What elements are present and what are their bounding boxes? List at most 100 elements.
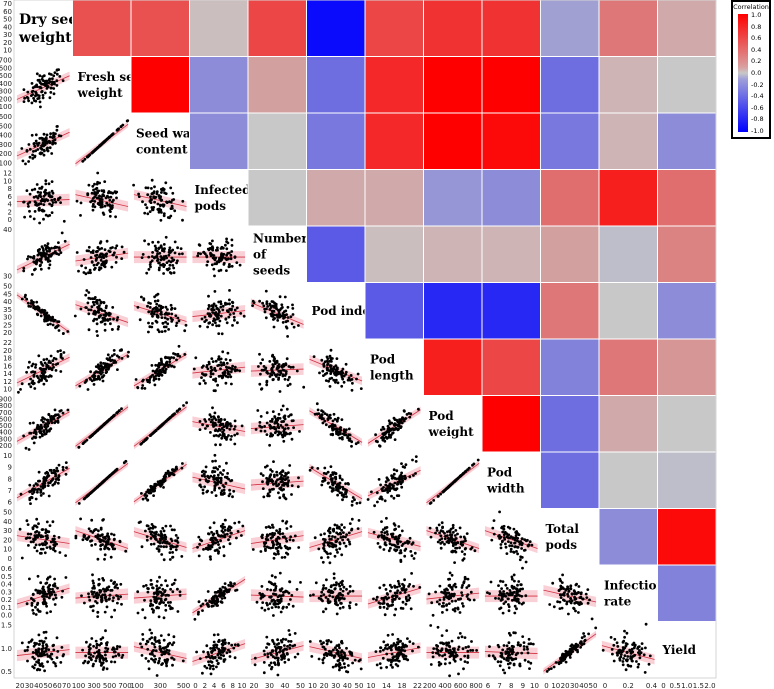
data-point — [208, 413, 212, 417]
data-point — [282, 494, 285, 498]
data-point — [387, 426, 391, 430]
data-point — [333, 554, 337, 558]
data-point — [162, 486, 165, 489]
matrix-cell-1-4 — [248, 56, 307, 113]
data-point — [221, 350, 225, 354]
data-point — [164, 594, 168, 597]
data-point — [54, 474, 57, 478]
data-point — [218, 590, 221, 593]
data-point — [89, 256, 93, 259]
matrix-cell-2-5 — [306, 113, 365, 170]
data-point — [127, 350, 130, 354]
data-point — [44, 257, 48, 261]
data-point — [338, 547, 342, 551]
data-point — [399, 482, 403, 486]
data-point — [261, 474, 265, 477]
data-point — [48, 249, 51, 253]
data-point — [32, 421, 35, 425]
data-point — [275, 484, 278, 488]
data-point — [266, 482, 270, 486]
data-point — [341, 377, 345, 381]
data-point — [346, 435, 350, 438]
data-point — [171, 556, 174, 559]
data-point — [169, 587, 173, 591]
data-point — [208, 546, 211, 550]
data-point — [356, 527, 360, 530]
data-point — [124, 549, 128, 553]
data-point — [274, 575, 277, 579]
data-point — [36, 148, 40, 151]
data-point — [184, 323, 188, 327]
data-point — [222, 545, 226, 549]
data-point — [338, 431, 342, 434]
data-point — [77, 269, 80, 273]
data-point — [33, 524, 36, 528]
data-point — [401, 479, 404, 483]
matrix-cell-9-10 — [599, 508, 658, 565]
data-point — [162, 243, 166, 246]
data-point — [274, 482, 277, 485]
correlation-heat-cell — [482, 339, 541, 396]
data-point — [271, 531, 274, 535]
data-point — [336, 372, 340, 376]
diagonal-label: weight — [18, 30, 72, 46]
data-point — [211, 360, 215, 363]
data-point — [411, 458, 414, 462]
data-point — [29, 377, 32, 381]
data-point — [32, 435, 36, 439]
data-point — [168, 271, 172, 274]
data-point — [112, 349, 116, 352]
data-point — [77, 446, 81, 449]
matrix-cell-0-10 — [599, 0, 658, 57]
data-point — [220, 591, 224, 595]
data-point — [453, 534, 457, 537]
data-point — [226, 375, 230, 379]
correlation-heat-cell — [306, 169, 365, 226]
data-point — [280, 364, 284, 368]
data-point — [37, 531, 41, 534]
data-point — [271, 540, 274, 544]
data-point — [219, 481, 223, 485]
data-point — [180, 555, 184, 558]
data-point — [104, 311, 108, 315]
data-point — [197, 243, 201, 247]
data-point — [85, 155, 89, 159]
data-point — [292, 426, 295, 429]
data-point — [110, 615, 113, 619]
correlation-heat-cell — [248, 169, 307, 226]
data-point — [102, 316, 106, 320]
data-point — [55, 466, 59, 470]
matrix-cell-1-8 — [482, 56, 541, 113]
data-point — [451, 544, 455, 548]
data-point — [180, 466, 184, 470]
data-point — [340, 528, 343, 532]
data-point — [58, 75, 62, 78]
data-point — [19, 388, 22, 391]
data-point — [205, 263, 209, 267]
scatter-cell — [189, 395, 248, 452]
data-point — [84, 266, 88, 270]
data-point — [154, 255, 157, 259]
data-point — [19, 492, 23, 496]
data-point — [276, 478, 279, 482]
data-point — [39, 202, 43, 206]
data-point — [350, 517, 354, 521]
data-point — [32, 304, 35, 308]
data-point — [226, 527, 230, 531]
data-point — [209, 420, 213, 424]
data-point — [159, 545, 163, 548]
data-point — [59, 370, 63, 373]
data-point — [281, 404, 285, 408]
data-point — [280, 488, 284, 492]
matrix-cell-0-6 — [365, 0, 424, 57]
data-point — [85, 289, 89, 292]
data-point — [221, 585, 225, 589]
data-point — [39, 423, 43, 427]
data-point — [54, 141, 57, 145]
data-point — [37, 94, 41, 98]
data-point — [383, 439, 387, 443]
data-point — [175, 544, 179, 548]
data-point — [269, 372, 272, 376]
data-point — [289, 598, 292, 601]
data-point — [465, 532, 469, 535]
